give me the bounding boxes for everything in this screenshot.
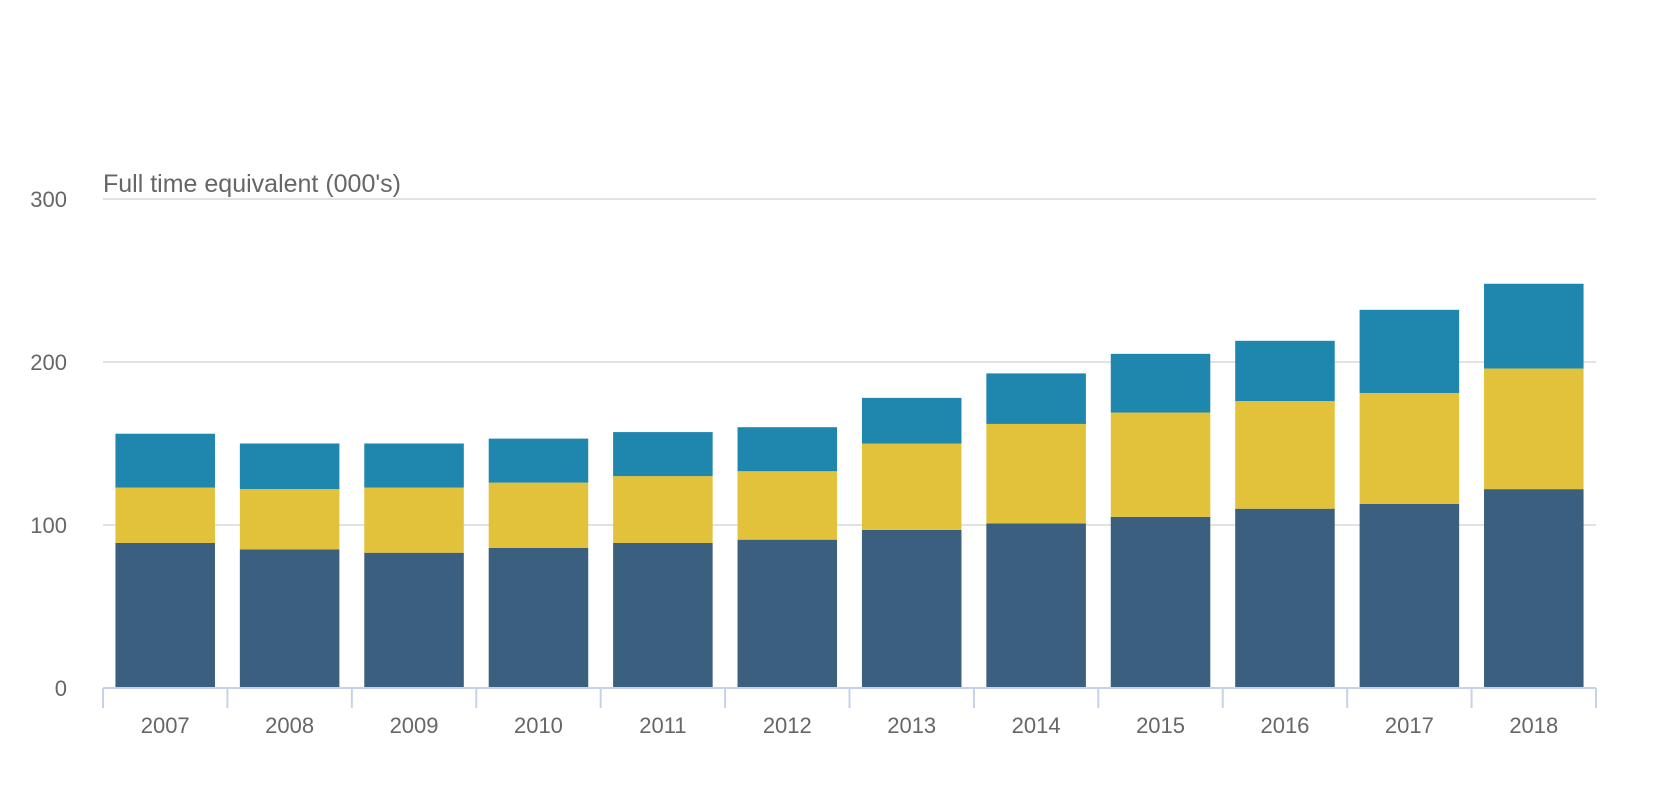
bar-segment-2017-series-1 [1359, 503, 1460, 688]
bar-segment-2007-series-1 [115, 542, 215, 688]
bar-segment-2015-series-3 [1110, 353, 1211, 413]
x-tick-label: 2012 [763, 713, 812, 738]
bar-segment-2010-series-1 [488, 547, 589, 688]
bar-segment-2016-series-1 [1235, 508, 1335, 688]
x-tick-label: 2017 [1385, 713, 1434, 738]
x-tick-label: 2011 [639, 713, 686, 738]
bar-segment-2012-series-1 [737, 539, 838, 688]
bar-segment-2008-series-2 [239, 489, 340, 550]
bar-segment-2009-series-2 [364, 487, 464, 553]
bars [115, 283, 1584, 688]
x-axis: 2007 2008 2009 2010 2011 2012 2013 2014 2015 2016… [102, 687, 1597, 738]
bar-segment-2008-series-1 [239, 549, 340, 688]
x-tick-label: 2016 [1260, 713, 1309, 738]
bar-segment-2009-series-1 [364, 552, 464, 688]
bar-segment-2017-series-3 [1359, 309, 1460, 393]
x-tick-label: 2007 [141, 713, 190, 738]
x-tick-label: 2010 [514, 713, 563, 738]
bar-segment-2007-series-3 [115, 433, 215, 488]
x-tick-label: 2008 [265, 713, 314, 738]
bar-segment-2009-series-3 [364, 443, 464, 488]
bar-segment-2016-series-3 [1235, 340, 1335, 402]
x-tick-label: 2013 [887, 713, 936, 738]
x-tick-label: 2009 [390, 713, 439, 738]
bar-segment-2011-series-3 [613, 432, 713, 477]
gridlines [103, 198, 1596, 526]
bar-segment-2013-series-3 [861, 397, 962, 444]
bar-segment-2014-series-1 [986, 523, 1086, 688]
bar-segment-2010-series-3 [488, 438, 589, 483]
bar-segment-2012-series-3 [737, 427, 838, 472]
x-tick-label: 2015 [1136, 713, 1185, 738]
bar-segment-2013-series-2 [861, 443, 962, 530]
x-tick-label: 2014 [1012, 713, 1061, 738]
bar-segment-2018-series-2 [1484, 368, 1584, 490]
bar-segment-2014-series-2 [986, 423, 1086, 524]
bar-segment-2015-series-2 [1110, 412, 1211, 517]
bar-segment-2010-series-2 [488, 482, 589, 548]
bar-segment-2011-series-1 [613, 542, 713, 688]
bar-segment-2018-series-3 [1484, 283, 1584, 369]
bar-segment-2014-series-3 [986, 373, 1086, 424]
bar-segment-2018-series-1 [1484, 489, 1584, 688]
y-tick-label: 100 [30, 513, 67, 538]
y-tick-label: 300 [30, 187, 67, 212]
y-tick-label: 200 [30, 350, 67, 375]
x-tick-label: 2018 [1509, 713, 1558, 738]
y-tick-label: 0 [55, 676, 67, 701]
bar-segment-2011-series-2 [613, 476, 713, 543]
bar-segment-2013-series-1 [861, 529, 962, 688]
bar-segment-2017-series-2 [1359, 392, 1460, 504]
bar-segment-2012-series-2 [737, 471, 838, 540]
bar-segment-2015-series-1 [1110, 516, 1211, 688]
y-axis-ticks: 0 100 200 300 [30, 187, 67, 701]
y-axis-title: Full time equivalent (000's) [103, 170, 401, 198]
bar-segment-2007-series-2 [115, 487, 215, 543]
bar-segment-2008-series-3 [239, 443, 340, 490]
bar-segment-2016-series-2 [1235, 401, 1335, 509]
